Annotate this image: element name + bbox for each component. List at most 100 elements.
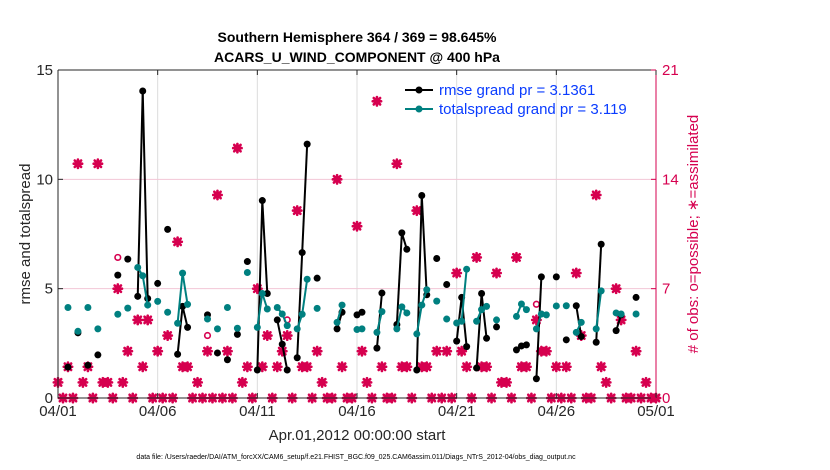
obs-assimilated-marker: [520, 361, 532, 373]
totalspread-point: [114, 310, 122, 318]
obs-assimilated-marker: [610, 283, 622, 295]
obs-possible-marker: [532, 300, 541, 308]
totalspread-point: [258, 289, 266, 297]
obs-assimilated-stroke: [412, 206, 422, 216]
obs-assimilated-stroke: [153, 346, 163, 356]
totalspread-point: [373, 328, 381, 336]
rmse-point: [612, 327, 620, 335]
rmse-point: [398, 229, 406, 237]
totalspread-point: [433, 297, 441, 305]
obs-assimilated-marker: [336, 361, 348, 373]
obs-assimilated-marker: [411, 205, 423, 217]
obs-assimilated-stroke: [302, 362, 312, 372]
rmse-segment: [296, 252, 304, 358]
rmse-point: [418, 192, 426, 200]
rmse-point: [184, 323, 192, 331]
rmse-point: [84, 361, 92, 369]
rmse-point: [478, 289, 486, 297]
obs-assimilated-marker: [451, 267, 463, 279]
rmse-segment: [181, 306, 189, 328]
rmse-point: [577, 333, 585, 341]
obs-assimilated-stroke: [591, 190, 601, 200]
totalspread-point: [597, 287, 605, 295]
obs-assimilated-stroke: [352, 221, 362, 231]
obs-assimilated-marker: [77, 376, 89, 388]
obs-assimilated-marker: [301, 361, 313, 373]
totalspread-point: [213, 325, 221, 333]
totalspread-point: [532, 325, 540, 333]
rmse-point: [174, 350, 182, 358]
rmse-point: [243, 258, 251, 266]
obs-assimilated-marker: [356, 345, 368, 357]
legend-rmse-label: rmse grand pr = 3.1361: [439, 82, 595, 99]
totalspread-point: [512, 312, 520, 320]
totalspread-point: [413, 330, 421, 338]
obs-assimilated-stroke: [232, 143, 242, 153]
obs-assimilated-stroke: [237, 377, 247, 387]
y2-tick-label: 21: [662, 62, 679, 79]
rmse-point: [223, 356, 231, 364]
obs-assimilated-marker: [132, 314, 144, 326]
obs-assimilated-marker: [291, 205, 303, 217]
totalspread-point: [84, 303, 92, 311]
rmse-point: [124, 255, 132, 263]
rmse-point: [378, 289, 386, 297]
obs-assimilated-marker: [590, 189, 602, 201]
rmse-segment: [261, 200, 269, 294]
obs-assimilated-marker: [261, 330, 273, 342]
rmse-point: [632, 293, 640, 301]
obs-assimilated-marker: [172, 236, 184, 248]
totalspread-point: [398, 303, 406, 311]
totalspread-point: [164, 308, 172, 316]
obs-assimilated-stroke: [103, 377, 113, 387]
rmse-point: [552, 273, 560, 281]
legend-totalspread-label: totalspread grand pr = 3.119: [439, 101, 627, 118]
totalspread-point: [253, 323, 261, 331]
totalspread-point: [463, 265, 471, 273]
grid: [58, 70, 656, 398]
totalspread-segment: [181, 272, 189, 305]
obs-assimilated-stroke: [432, 346, 442, 356]
rmse-segment: [415, 195, 423, 371]
obs-assimilated-marker: [122, 345, 134, 357]
obs-assimilated-stroke: [561, 362, 571, 372]
rmse-point: [522, 341, 530, 349]
totalspread-point: [184, 300, 192, 308]
y2-tick-label: 0: [662, 390, 670, 407]
chart-title-line-1: Southern Hemisphere 364 / 369 = 98.645%: [218, 29, 498, 45]
totalspread-point: [358, 325, 366, 333]
rmse-point: [278, 340, 286, 348]
obs-assimilated-stroke: [402, 362, 412, 372]
totalspread-point: [577, 318, 585, 326]
rmse-point: [233, 330, 241, 338]
x-tick-label: 04/26: [538, 403, 576, 420]
totalspread-point: [632, 310, 640, 318]
totalspread-point: [154, 297, 162, 305]
obs-assimilated-marker: [92, 158, 104, 170]
obs-assimilated-marker: [331, 173, 343, 185]
obs-assimilated-stroke: [282, 331, 292, 341]
obs-assimilated-marker: [192, 376, 204, 388]
rmse-point: [303, 140, 311, 148]
obs-assimilated-marker: [630, 345, 642, 357]
x-tick-label: 04/16: [338, 403, 376, 420]
legend-rmse-marker: [415, 86, 423, 94]
rmse-segment: [176, 306, 184, 355]
totalspread-point: [273, 303, 281, 311]
rmse-point: [333, 325, 341, 333]
obs-assimilated-stroke: [212, 190, 222, 200]
obs-assimilated-stroke: [292, 206, 302, 216]
totalspread-point: [478, 306, 486, 314]
rmse-point: [293, 354, 301, 362]
obs-assimilated-stroke: [452, 268, 462, 278]
obs-assimilated-marker: [371, 95, 383, 107]
rmse-point: [94, 351, 102, 359]
series-lines: [64, 87, 640, 383]
x-tick-label: 04/06: [139, 403, 177, 420]
obs-assimilated-marker: [560, 361, 572, 373]
obs-assimilated-marker: [361, 376, 373, 388]
rmse-point: [258, 197, 266, 205]
rmse-point: [493, 323, 501, 331]
rmse-point: [213, 349, 221, 357]
